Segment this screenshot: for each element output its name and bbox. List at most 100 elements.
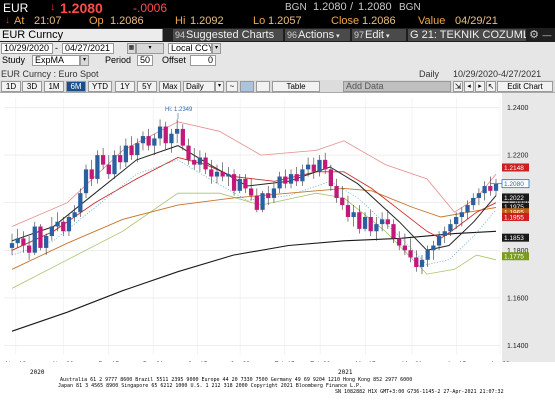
candle-body [351, 212, 356, 217]
candle-body [340, 197, 345, 206]
ask-source: BGN [399, 2, 421, 13]
candle-body [9, 243, 15, 248]
price-tag-label: 1.1955 [504, 214, 524, 221]
period-1m-button[interactable]: 1M [44, 81, 64, 92]
cursor-tool-icon[interactable]: ↖ [486, 81, 496, 92]
down-arrow-small-icon: ↓ [5, 15, 10, 26]
high-value: 1.2092 [190, 15, 224, 27]
period-label: Period [105, 55, 132, 65]
low-value: 1.2057 [268, 15, 302, 27]
price-tag-box [502, 233, 529, 242]
candle-body [95, 155, 100, 179]
candle-body [66, 216, 72, 232]
command-toolbar: EUR Curncy 94Suggested Charts 96Actions ▾… [0, 28, 555, 42]
end-date-input[interactable]: 04/27/2021 [62, 43, 114, 54]
price-tag-box [501, 179, 530, 189]
suggested-charts-button[interactable]: 94Suggested Charts [173, 29, 283, 41]
date-mode-dropdown[interactable]: ▾ [136, 43, 164, 54]
study-select[interactable]: ExpMA [32, 55, 80, 66]
period-6m-button[interactable]: 6M [66, 81, 86, 92]
candle-body [129, 145, 134, 156]
candle-body [38, 226, 43, 248]
candle-body [317, 159, 322, 172]
start-date-input[interactable]: 10/29/2020 [1, 43, 53, 54]
arrow-left-icon[interactable]: ◂ [464, 81, 474, 92]
value-date: 04/29/21 [455, 15, 498, 27]
envelope-dotted-line [11, 159, 497, 265]
candle-body [209, 169, 214, 177]
chart-type-icon[interactable] [256, 81, 270, 92]
arrow-right-icon[interactable]: ▸ [475, 81, 485, 92]
period-3d-button[interactable]: 3D [22, 81, 42, 92]
currency-select[interactable]: Local CCY [168, 43, 212, 54]
edit-button[interactable]: 97Edit ▾ [352, 29, 406, 41]
price-tag-label: 1.2148 [504, 165, 524, 172]
offset-input[interactable]: 0 [190, 55, 216, 66]
y-tick-label: 1.1600 [507, 295, 529, 302]
candle-body [374, 224, 379, 232]
add-data-input[interactable]: Add Data [343, 81, 451, 92]
fit-screen-icon[interactable]: ⇲ [453, 81, 463, 92]
edit-chart-button[interactable]: Edit Chart [497, 81, 553, 92]
actions-dropdown-icon: ▾ [336, 33, 340, 40]
candle-body [328, 169, 334, 187]
candle-body [283, 176, 288, 184]
period-input[interactable]: 50 [137, 55, 153, 66]
period-max-button[interactable]: Max [159, 81, 181, 92]
candle-body [249, 188, 254, 196]
ma-100-line [11, 187, 497, 270]
period-ytd-button[interactable]: YTD [88, 81, 112, 92]
line-chart-icon[interactable]: ~ [226, 81, 238, 92]
price-tag-label: 1.1975 [504, 204, 524, 211]
currency-dropdown-icon[interactable]: ▾ [212, 43, 221, 54]
candle-body [169, 133, 174, 144]
candle-body [391, 224, 396, 239]
frequency-select[interactable]: Daily [183, 81, 215, 92]
candle-body [323, 159, 328, 170]
candle-body [271, 188, 277, 198]
study-row: Study ExpMA ▾ Period 50 Offset 0 [0, 55, 555, 66]
calendar-icon[interactable]: ▦ [127, 43, 136, 54]
gridlines [4, 98, 501, 355]
candle-body [186, 145, 191, 160]
y-tick-label: 1.2200 [507, 153, 529, 160]
candle-body [226, 174, 231, 177]
period-5y-button[interactable]: 5Y [137, 81, 157, 92]
candle-body [243, 178, 248, 189]
candle-body [231, 174, 237, 191]
study-label: Study [2, 55, 26, 65]
candle-body [152, 138, 157, 146]
footer-line-2: Japan 81 3 4565 8900 Singapore 65 6212 1… [58, 383, 362, 389]
candle-body [214, 171, 220, 177]
candle-body [112, 155, 117, 175]
chart-title-button[interactable]: G 21: TEKNIK COZUMLEM... [408, 29, 526, 41]
candle-body [368, 216, 373, 232]
candle-chart-icon[interactable] [240, 81, 254, 92]
date-range-row: 10/29/2020 - 04/27/2021 ▦ ▾ Local CCY ▾ [0, 43, 555, 55]
table-button[interactable]: Table [272, 81, 320, 92]
bid-source: BGN [285, 2, 307, 13]
open-value: 1.2086 [110, 15, 144, 27]
security-field[interactable]: EUR Curncy [0, 29, 163, 41]
candle-body [72, 212, 77, 217]
settings-gear-icon[interactable]: ⚙ [529, 29, 539, 41]
candle-body [476, 193, 482, 198]
actions-button[interactable]: 96Actions ▾ [285, 29, 350, 41]
minimize-icon[interactable]: — [542, 30, 552, 40]
candle-body [488, 186, 493, 191]
period-1y-button[interactable]: 1Y [115, 81, 135, 92]
study-dropdown-icon[interactable]: ▾ [80, 55, 89, 66]
candle-body [180, 128, 185, 146]
price-tag-label: 1.1775 [504, 254, 524, 261]
candle-body [61, 221, 66, 232]
bid-ask-separator: / [350, 1, 354, 13]
frequency-dropdown-icon[interactable]: ▾ [215, 81, 224, 92]
ticker-symbol: EUR [3, 1, 29, 15]
candle-body [419, 259, 425, 267]
candle-body [448, 224, 453, 232]
edit-number: 97 [354, 30, 365, 40]
period-1d-button[interactable]: 1D [1, 81, 21, 92]
bollinger-upper-line [11, 121, 497, 227]
candle-body [431, 245, 436, 251]
